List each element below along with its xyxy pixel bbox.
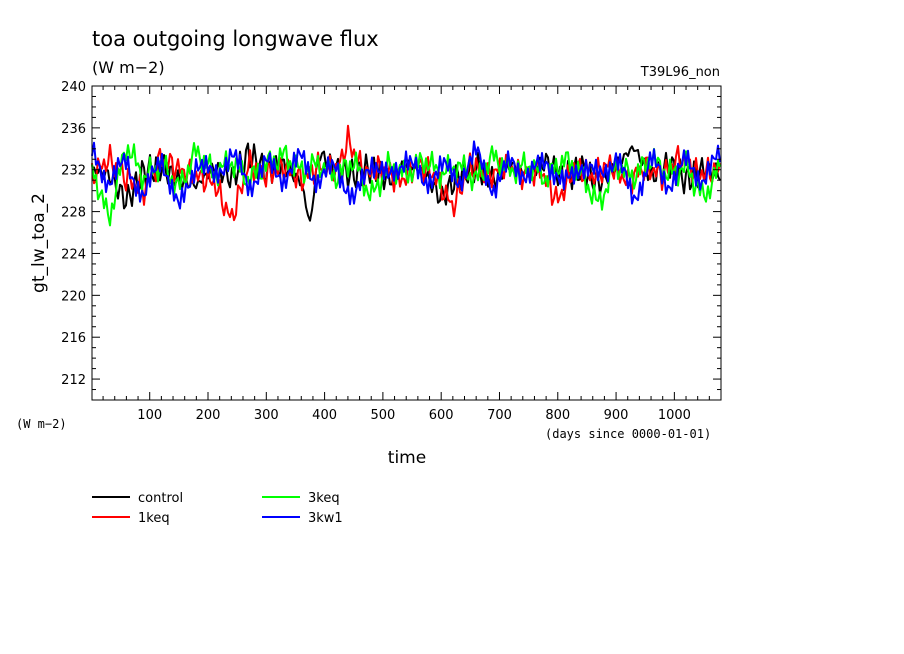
legend-label-3kw1: 3kw1: [308, 511, 343, 526]
x-tick-label: 1000: [658, 408, 691, 423]
x-tick-label: 400: [312, 408, 337, 423]
y-tick-label: 212: [61, 373, 86, 388]
y-axis: 212 216 220 224 228 232 236 240: [61, 80, 721, 391]
legend-label-1keq: 1keq: [138, 511, 170, 526]
legend: control 1keq 3keq 3kw1: [92, 491, 343, 526]
x-axis-label: time: [388, 448, 426, 468]
x-tick-label: 100: [137, 408, 162, 423]
y-axis-units: (W m−2): [16, 417, 67, 431]
y-tick-label: 236: [61, 122, 86, 137]
x-tick-label: 700: [487, 408, 512, 423]
x-axis: 100 200 300 400 500 600 700 800 900 1000: [102, 86, 710, 423]
y-axis-label: gt_lw_toa_2: [29, 193, 49, 293]
legend-label-3keq: 3keq: [308, 491, 340, 506]
legend-label-control: control: [138, 491, 183, 506]
x-tick-label: 200: [196, 408, 221, 423]
x-axis-units: (days since 0000-01-01): [545, 427, 711, 441]
x-tick-label: 800: [545, 408, 570, 423]
y-tick-label: 240: [61, 80, 86, 95]
y-tick-label: 216: [61, 331, 86, 346]
y-tick-label: 220: [61, 289, 86, 304]
series-line-3kw1: [91, 140, 721, 210]
y-tick-label: 228: [61, 206, 86, 221]
y-tick-label: 232: [61, 164, 86, 179]
chart-subtitle: (W m−2): [92, 58, 165, 77]
x-tick-label: 300: [254, 408, 279, 423]
y-tick-label: 224: [61, 247, 86, 262]
plot-area: [91, 124, 721, 227]
chart-title: toa outgoing longwave flux: [92, 27, 379, 51]
x-tick-label: 600: [429, 408, 454, 423]
plot-frame: [91, 85, 722, 401]
x-tick-label: 500: [370, 408, 395, 423]
top-right-label: T39L96_non: [640, 65, 720, 80]
x-tick-label: 900: [604, 408, 629, 423]
